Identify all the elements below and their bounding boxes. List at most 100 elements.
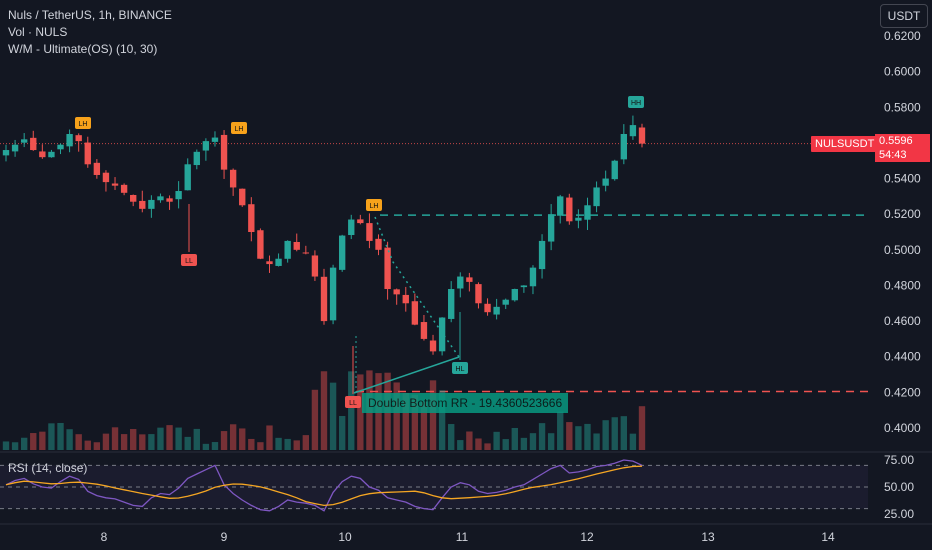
rsi-tick-label: 50.00 — [884, 480, 914, 494]
volume-bar — [402, 392, 409, 450]
volume-bar — [84, 440, 91, 450]
volume-bar — [229, 424, 237, 450]
symbol-legend[interactable]: Nuls / TetherUS, 1h, BINANCE — [8, 8, 172, 22]
candle-body — [475, 284, 482, 304]
candle-body — [166, 198, 173, 202]
candle-body — [75, 135, 82, 142]
candle-body — [211, 137, 219, 142]
candle-body — [547, 214, 555, 242]
pivot-label: HL — [456, 366, 465, 373]
time-tick-label: 11 — [456, 530, 469, 544]
candle-body — [66, 134, 73, 147]
volume-bar — [111, 427, 119, 450]
volume-bar — [139, 434, 146, 450]
volume-bar — [2, 441, 10, 450]
double-bottom-dotted-path — [374, 216, 460, 358]
volume-bar — [584, 423, 591, 450]
candle-body — [575, 217, 582, 221]
candle-body — [239, 188, 246, 206]
last-price-tag: 0.5596 54:43 — [875, 134, 930, 162]
volume-bar — [175, 427, 182, 450]
volume-bar — [329, 382, 337, 450]
volume-legend[interactable]: Vol · NULS — [8, 25, 68, 39]
volume-bar — [357, 374, 364, 450]
candle-body — [348, 219, 355, 236]
volume-bar — [48, 423, 55, 450]
pivot-marker: LH — [366, 199, 382, 211]
volume-bar — [302, 435, 310, 450]
pivot-marker: HH — [628, 96, 644, 108]
time-tick-label: 14 — [821, 530, 835, 544]
candle-body — [320, 276, 328, 322]
candle-body — [520, 285, 528, 288]
time-tick-label: 9 — [221, 530, 228, 544]
price-tick-label: 0.4200 — [884, 385, 921, 399]
pivot-marker: LH — [75, 117, 91, 129]
candle-body — [448, 289, 455, 319]
candle-body — [275, 258, 282, 266]
price-tick-label: 0.5800 — [884, 100, 921, 114]
candle-body — [384, 247, 391, 290]
volume-bar — [457, 440, 464, 450]
price-tick-label: 0.4000 — [884, 421, 921, 435]
candle-body — [139, 200, 146, 209]
volume-bar — [529, 433, 537, 450]
candle-body — [611, 160, 618, 180]
candle-body — [393, 289, 400, 295]
volume-bar — [102, 433, 110, 450]
rsi-ma-line — [5, 465, 643, 507]
volume-bar — [566, 422, 573, 450]
indicator-legend[interactable]: W/M - Ultimate(OS) (10, 30) — [8, 42, 158, 56]
candle-body — [593, 187, 600, 207]
rsi-line — [5, 459, 643, 512]
pivot-label: LL — [349, 400, 357, 407]
rsi-legend[interactable]: RSI (14, close) — [8, 461, 88, 475]
candle-body — [266, 261, 273, 265]
pivot-marker: LH — [231, 122, 247, 134]
volume-bar — [93, 442, 101, 450]
volume-bar — [166, 425, 173, 450]
candle-body — [311, 255, 319, 277]
candle-body — [538, 240, 546, 270]
price-tick-label: 0.6000 — [884, 65, 921, 79]
volume-bar — [429, 380, 437, 450]
pivot-label: HH — [631, 100, 641, 107]
candle-body — [429, 340, 437, 352]
volume-bar — [148, 434, 155, 450]
volume-bar — [193, 428, 200, 450]
pivot-badge — [181, 254, 197, 266]
currency-button[interactable]: USDT — [880, 4, 928, 28]
volume-bar — [130, 429, 137, 450]
pivot-marker: LL — [181, 204, 197, 266]
candle-body — [184, 164, 191, 191]
pivot-badge — [231, 122, 247, 134]
candle-body — [39, 151, 46, 158]
volume-bar — [411, 394, 419, 450]
double-bottom-label: Double Bottom RR - 19.4360523666 — [362, 393, 569, 413]
volume-bar — [157, 427, 164, 450]
candle-body — [329, 267, 337, 321]
pivot-badge — [452, 362, 468, 374]
volume-bar — [593, 433, 600, 450]
time-tick-label: 8 — [101, 530, 108, 544]
candle-body — [202, 141, 210, 151]
candle-body — [357, 219, 364, 224]
volume-bar — [575, 426, 582, 450]
candle-body — [102, 172, 110, 183]
candle-body — [484, 303, 491, 313]
candle-body — [130, 194, 137, 202]
price-tick-label: 0.5400 — [884, 172, 921, 186]
candle-body — [11, 144, 19, 152]
price-tick-label: 0.5000 — [884, 243, 921, 257]
candle-body — [57, 144, 64, 150]
rsi-tick-label: 25.00 — [884, 507, 914, 521]
volume-bar — [538, 423, 546, 450]
volume-bar — [484, 443, 491, 450]
candle-body — [257, 230, 264, 259]
time-tick-label: 10 — [338, 530, 352, 544]
pivot-label: LH — [235, 126, 244, 133]
candle-body — [457, 276, 464, 289]
candle-body — [84, 142, 91, 165]
pivot-label: LH — [370, 203, 379, 210]
